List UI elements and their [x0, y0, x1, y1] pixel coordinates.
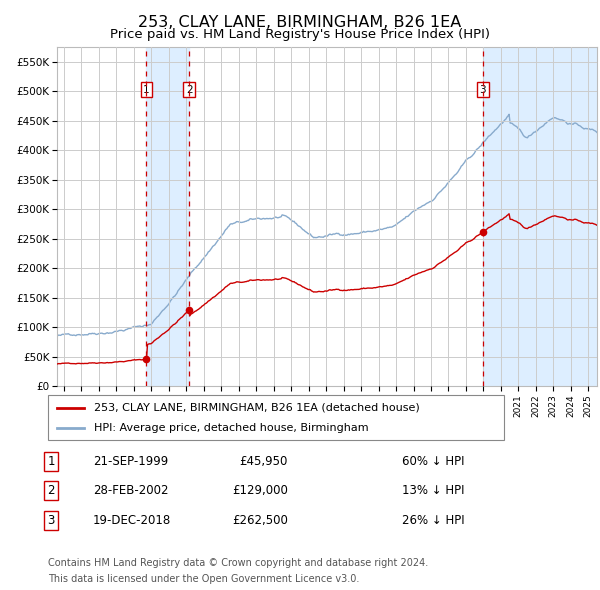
Text: 1: 1 — [47, 455, 55, 468]
Text: 26% ↓ HPI: 26% ↓ HPI — [402, 514, 464, 527]
Bar — [483, 47, 597, 386]
Text: 19-DEC-2018: 19-DEC-2018 — [93, 514, 171, 527]
Text: 13% ↓ HPI: 13% ↓ HPI — [402, 484, 464, 497]
Text: 28-FEB-2002: 28-FEB-2002 — [93, 484, 169, 497]
Text: 60% ↓ HPI: 60% ↓ HPI — [402, 455, 464, 468]
Text: Price paid vs. HM Land Registry's House Price Index (HPI): Price paid vs. HM Land Registry's House … — [110, 28, 490, 41]
Text: 253, CLAY LANE, BIRMINGHAM, B26 1EA (detached house): 253, CLAY LANE, BIRMINGHAM, B26 1EA (det… — [94, 403, 419, 412]
Text: 2: 2 — [186, 84, 193, 94]
Text: 21-SEP-1999: 21-SEP-1999 — [93, 455, 168, 468]
Text: 253, CLAY LANE, BIRMINGHAM, B26 1EA: 253, CLAY LANE, BIRMINGHAM, B26 1EA — [139, 15, 461, 30]
Text: Contains HM Land Registry data © Crown copyright and database right 2024.: Contains HM Land Registry data © Crown c… — [48, 558, 428, 568]
Text: £45,950: £45,950 — [239, 455, 288, 468]
Bar — [146, 47, 189, 386]
Text: 1: 1 — [143, 84, 150, 94]
Text: £129,000: £129,000 — [232, 484, 288, 497]
Text: 3: 3 — [47, 514, 55, 527]
Text: 2: 2 — [47, 484, 55, 497]
Text: This data is licensed under the Open Government Licence v3.0.: This data is licensed under the Open Gov… — [48, 574, 359, 584]
Text: HPI: Average price, detached house, Birmingham: HPI: Average price, detached house, Birm… — [94, 424, 368, 434]
Text: 3: 3 — [479, 84, 486, 94]
Text: £262,500: £262,500 — [232, 514, 288, 527]
